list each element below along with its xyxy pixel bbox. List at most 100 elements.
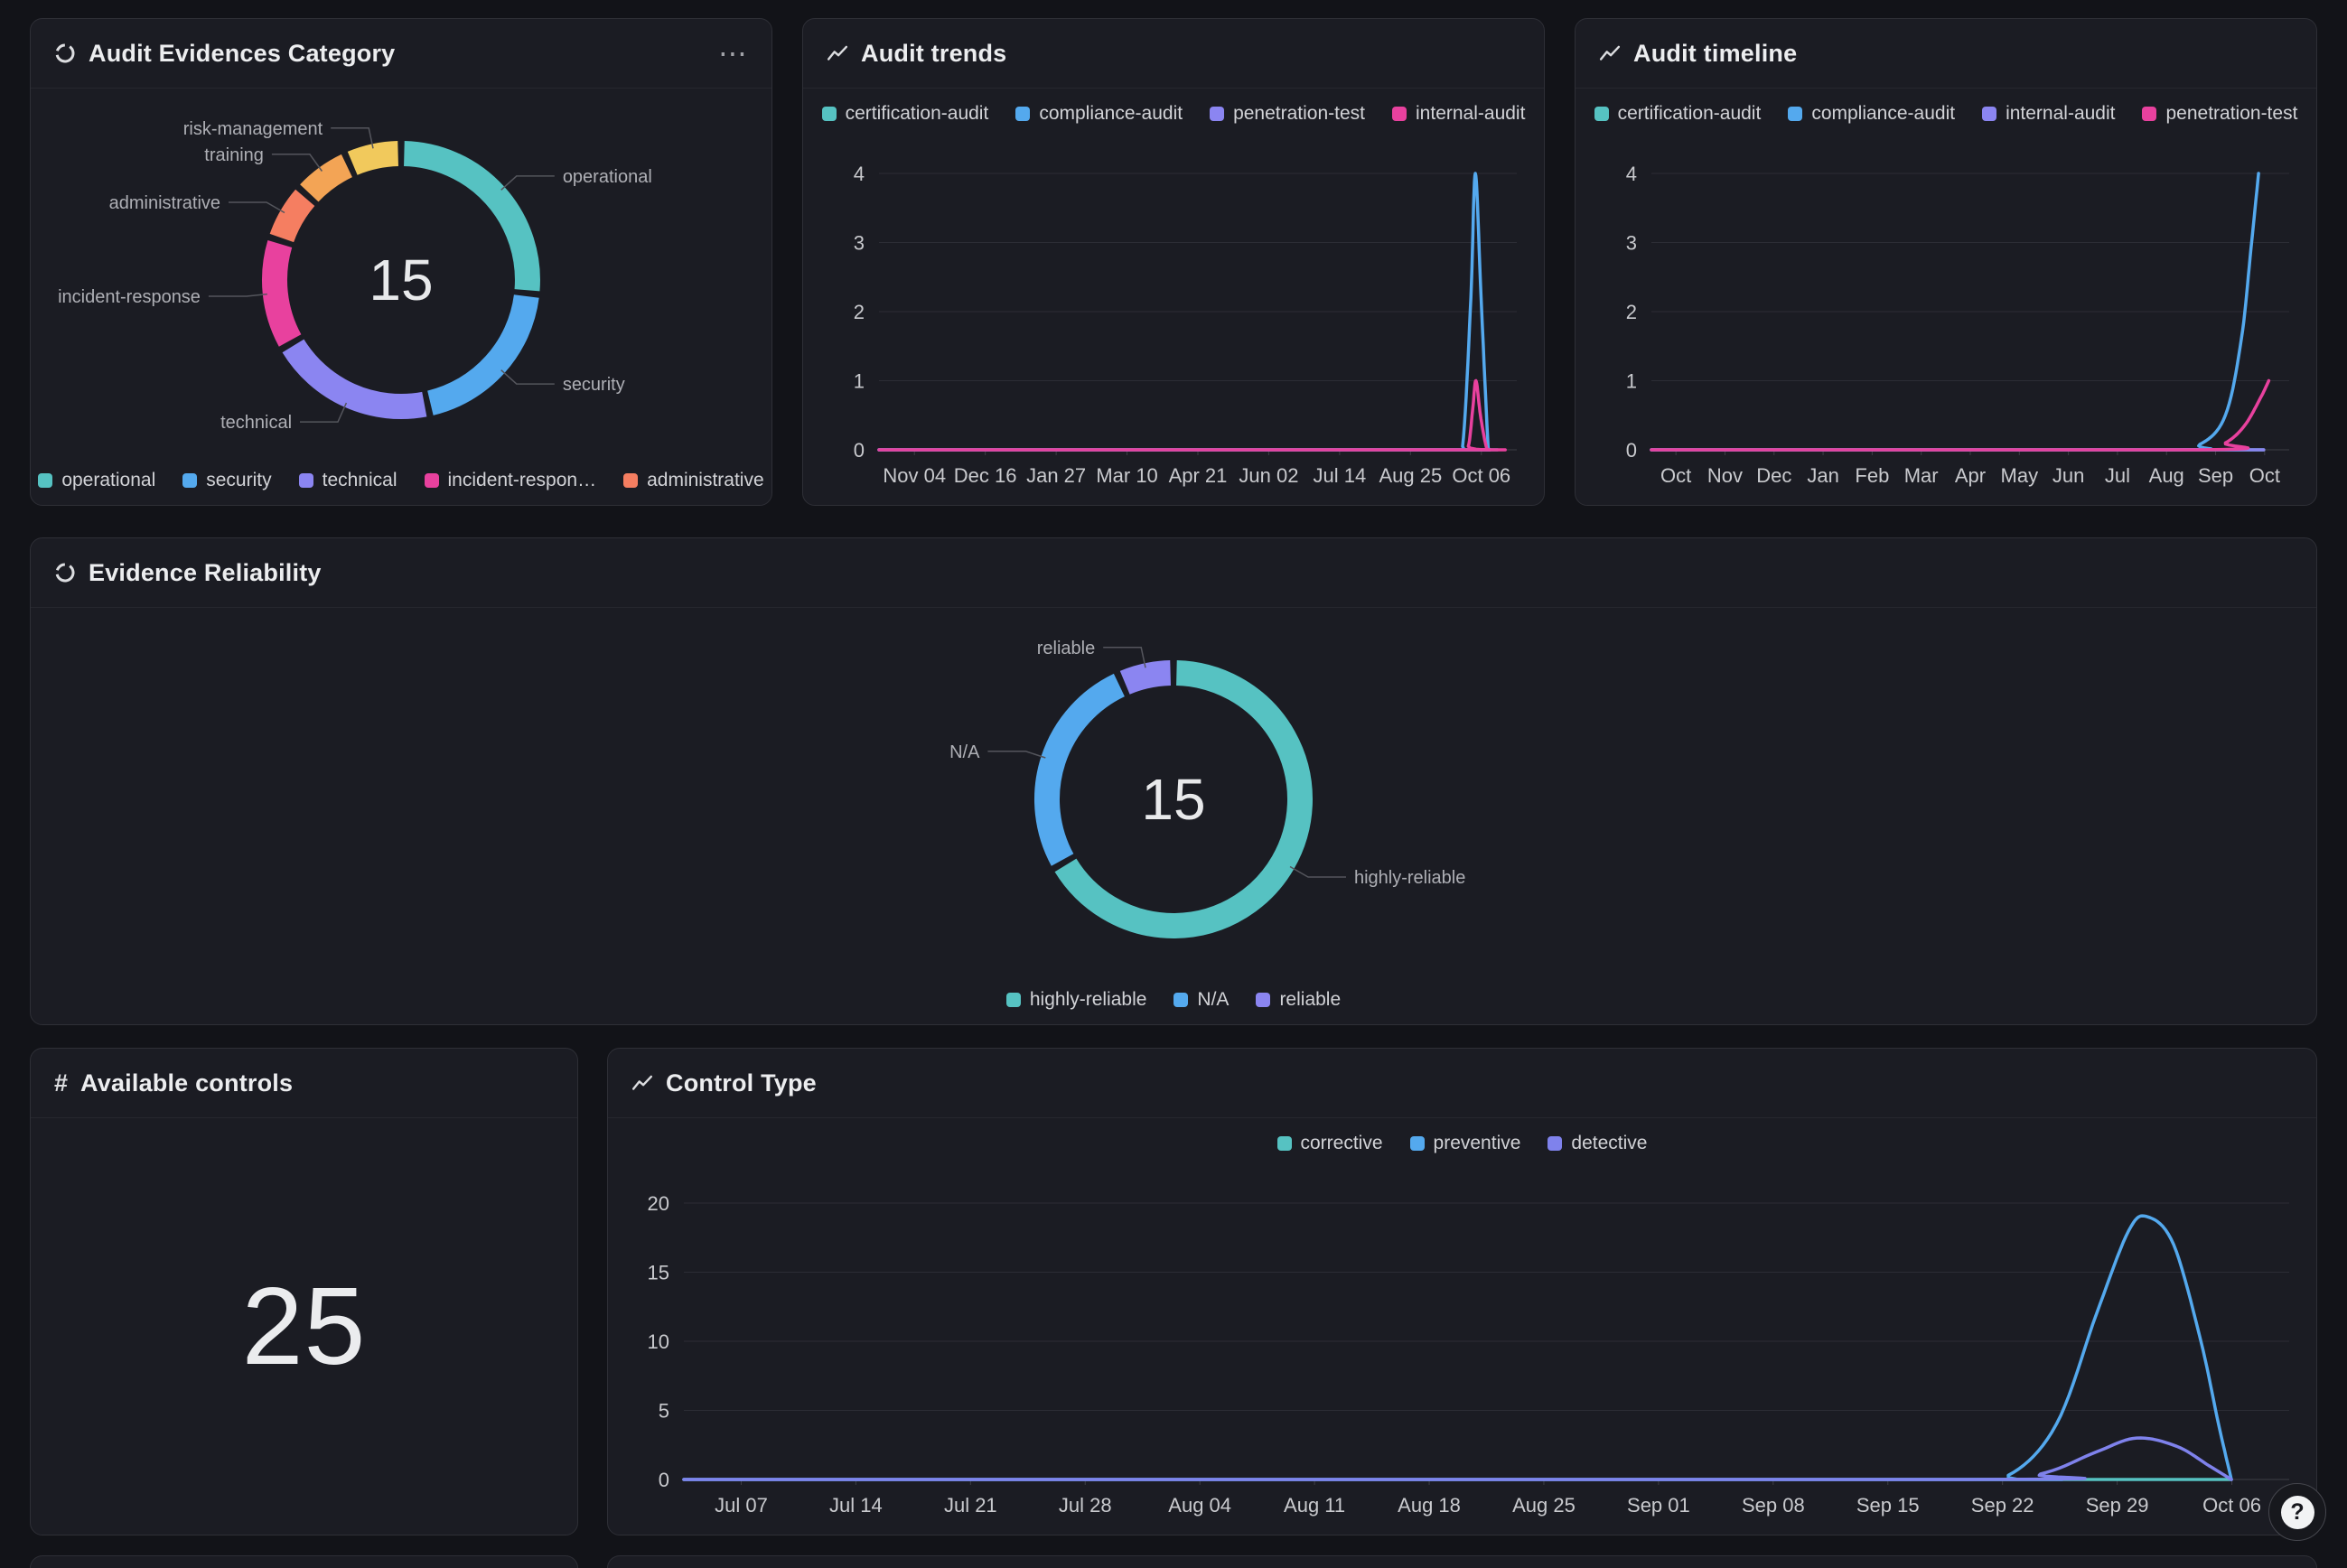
svg-text:Jul: Jul bbox=[2105, 464, 2130, 487]
panel-title: Audit Evidences Category bbox=[89, 39, 396, 67]
help-button[interactable]: ? bbox=[2268, 1483, 2326, 1541]
svg-text:Oct 06: Oct 06 bbox=[1452, 464, 1510, 487]
legend-swatch bbox=[1982, 107, 1997, 121]
legend-item[interactable]: preventive bbox=[1409, 1133, 1521, 1154]
legend-item[interactable]: incident-respon… bbox=[424, 470, 596, 491]
panel-audit-evidences-category: Audit Evidences Category ⋯ operational se… bbox=[30, 18, 772, 506]
legend-swatch bbox=[1392, 107, 1407, 121]
legend-item[interactable]: certification-audit bbox=[821, 103, 989, 125]
question-mark-icon: ? bbox=[2280, 1495, 2314, 1529]
legend-label: compliance-audit bbox=[1811, 103, 1956, 124]
legend-label: certification-audit bbox=[845, 103, 989, 124]
legend-item[interactable]: penetration-test bbox=[1210, 103, 1365, 125]
legend-label: preventive bbox=[1433, 1133, 1521, 1153]
legend-swatch bbox=[1174, 993, 1189, 1007]
legend-item[interactable]: corrective bbox=[1276, 1133, 1383, 1154]
svg-text:Oct: Oct bbox=[2249, 464, 2280, 487]
panel-header: # Available controls bbox=[31, 1049, 577, 1118]
svg-text:training: training bbox=[204, 145, 264, 165]
panel-body: operational security technical incident-res… bbox=[31, 89, 771, 504]
legend-item[interactable]: reliable bbox=[1256, 989, 1341, 1011]
panel-title: Audit trends bbox=[861, 39, 1007, 67]
audit-trends-plot: 0 1 2 3 4 Nov 04 Dec 16 Jan 27 Mar 10 Apr 21 Jun 0… bbox=[854, 163, 1517, 487]
svg-text:3: 3 bbox=[1626, 232, 1637, 255]
svg-text:Jul 07: Jul 07 bbox=[715, 1494, 768, 1517]
legend-label: reliable bbox=[1279, 989, 1342, 1010]
svg-text:0: 0 bbox=[854, 439, 865, 462]
legend-item[interactable]: highly-reliable bbox=[1005, 989, 1147, 1011]
legend-label: administrative bbox=[647, 470, 764, 490]
legend-item[interactable]: administrative bbox=[623, 470, 764, 491]
audit-evidences-category-plot: operational security technical incident-res… bbox=[58, 119, 652, 433]
legend-label: technical bbox=[322, 470, 397, 490]
svg-text:Sep 29: Sep 29 bbox=[2086, 1494, 2149, 1517]
svg-text:10: 10 bbox=[648, 1330, 669, 1353]
svg-text:Aug 04: Aug 04 bbox=[1168, 1494, 1231, 1517]
legend-label: security bbox=[206, 470, 272, 490]
chart-legend: corrective preventive detective bbox=[608, 1133, 2316, 1154]
chart-legend: highly-reliable N/A reliable bbox=[31, 989, 2316, 1011]
legend-label: certification-audit bbox=[1617, 103, 1762, 124]
panel-menu-icon[interactable]: ⋯ bbox=[718, 37, 748, 70]
control-type-plot: 0 5 10 15 20 Jul 07 Jul 14 Jul 21 Jul 28 Aug 04 Au… bbox=[648, 1192, 2289, 1517]
svg-text:Mar: Mar bbox=[1904, 464, 1939, 487]
trend-line-icon bbox=[827, 43, 848, 63]
legend-swatch bbox=[182, 473, 198, 488]
legend-item[interactable]: certification-audit bbox=[1594, 103, 1762, 125]
legend-item[interactable]: internal-audit bbox=[1392, 103, 1525, 125]
legend-swatch bbox=[1015, 107, 1031, 121]
panel-header: Audit trends bbox=[803, 19, 1544, 89]
svg-text:Oct 06: Oct 06 bbox=[2202, 1494, 2261, 1517]
stat-value: 25 bbox=[241, 1265, 367, 1387]
panel-control-type: Control Type corrective preventive detecti… bbox=[607, 1048, 2317, 1535]
svg-text:Aug 25: Aug 25 bbox=[1379, 464, 1442, 487]
legend-item[interactable]: security bbox=[182, 470, 272, 491]
legend-item[interactable]: penetration-test bbox=[2142, 103, 2297, 125]
svg-text:incident-response: incident-response bbox=[58, 287, 201, 307]
legend-swatch bbox=[1005, 993, 1021, 1007]
panel-header: Audit Evidences Category ⋯ bbox=[31, 19, 771, 89]
svg-text:Aug: Aug bbox=[2149, 464, 2184, 487]
legend-label: internal-audit bbox=[2006, 103, 2116, 124]
svg-text:Feb: Feb bbox=[1855, 464, 1889, 487]
legend-item[interactable]: operational bbox=[38, 470, 155, 491]
legend-label: compliance-audit bbox=[1039, 103, 1183, 124]
svg-text:5: 5 bbox=[659, 1400, 669, 1423]
legend-item[interactable]: compliance-audit bbox=[1015, 103, 1183, 125]
svg-text:operational: operational bbox=[563, 167, 652, 187]
svg-text:1: 1 bbox=[854, 370, 865, 393]
legend-swatch bbox=[298, 473, 313, 488]
next-row-panel-stub bbox=[607, 1555, 2317, 1568]
legend-label: highly-reliable bbox=[1029, 989, 1147, 1010]
svg-text:Jan: Jan bbox=[1807, 464, 1838, 487]
svg-text:Aug 18: Aug 18 bbox=[1398, 1494, 1461, 1517]
svg-text:0: 0 bbox=[1626, 439, 1637, 462]
legend-item[interactable]: N/A bbox=[1174, 989, 1229, 1011]
panel-available-controls: # Available controls 25 bbox=[30, 1048, 578, 1535]
legend-item[interactable]: technical bbox=[298, 470, 397, 491]
svg-text:Aug 11: Aug 11 bbox=[1284, 1494, 1345, 1517]
svg-text:Jul 21: Jul 21 bbox=[944, 1494, 997, 1517]
trend-line-icon bbox=[631, 1073, 653, 1093]
panel-body: certification-audit compliance-audit penet… bbox=[803, 89, 1544, 504]
legend-label: penetration-test bbox=[2165, 103, 2298, 124]
panel-header: Evidence Reliability bbox=[31, 538, 2316, 608]
svg-text:N/A: N/A bbox=[949, 742, 980, 762]
svg-text:risk-management: risk-management bbox=[183, 119, 323, 139]
svg-text:15: 15 bbox=[1141, 767, 1205, 832]
panel-audit-timeline: Audit timeline certification-audit compli… bbox=[1575, 18, 2317, 506]
svg-text:4: 4 bbox=[1626, 163, 1637, 185]
svg-text:Nov: Nov bbox=[1707, 464, 1743, 487]
svg-text:highly-reliable: highly-reliable bbox=[1354, 868, 1465, 888]
legend-label: internal-audit bbox=[1416, 103, 1526, 124]
legend-label: operational bbox=[61, 470, 156, 490]
svg-text:2: 2 bbox=[854, 301, 865, 323]
panel-header: Control Type bbox=[608, 1049, 2316, 1118]
panel-body: 25 bbox=[31, 1118, 577, 1534]
legend-item[interactable]: compliance-audit bbox=[1788, 103, 1955, 125]
legend-label: corrective bbox=[1300, 1133, 1383, 1153]
legend-item[interactable]: internal-audit bbox=[1982, 103, 2115, 125]
legend-item[interactable]: detective bbox=[1548, 1133, 1647, 1154]
svg-text:Sep 08: Sep 08 bbox=[1742, 1494, 1805, 1517]
legend-label: detective bbox=[1571, 1133, 1648, 1153]
